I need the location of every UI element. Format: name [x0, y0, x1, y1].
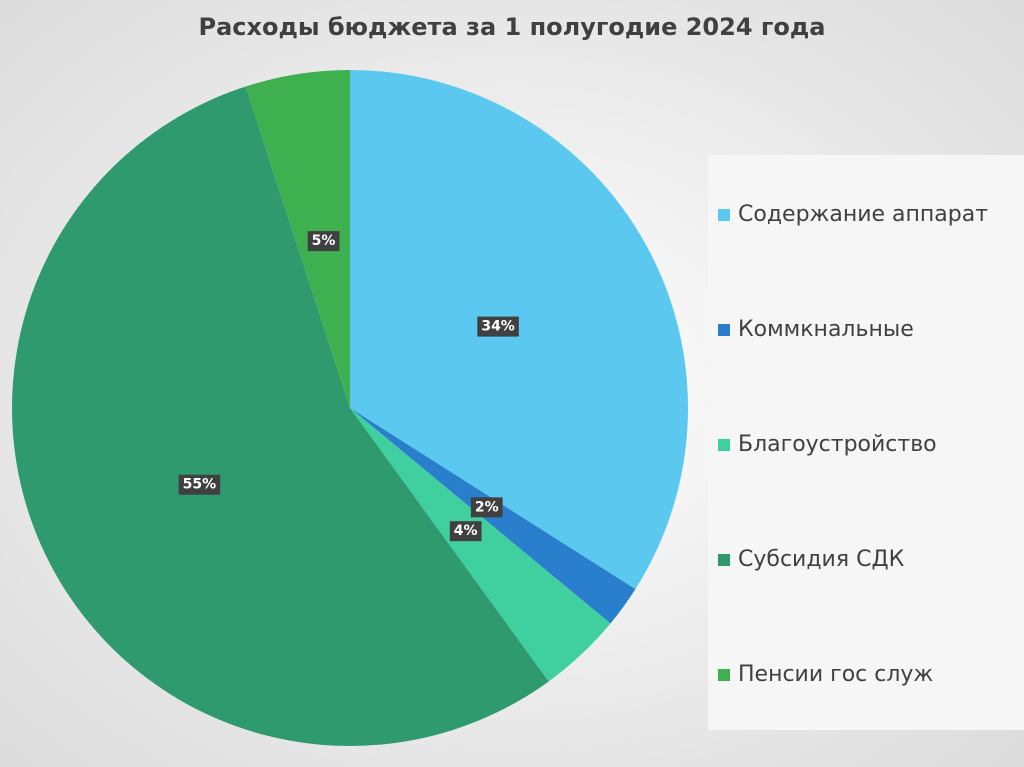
chart-title: Расходы бюджета за 1 полугодие 2024 года — [199, 13, 826, 41]
data-label-bg — [477, 316, 519, 337]
legend-label: Коммкнальные — [738, 317, 914, 342]
data-label: 34% — [481, 319, 515, 335]
legend-swatch — [718, 209, 730, 221]
data-label: 2% — [475, 499, 499, 515]
data-label-bg — [470, 497, 503, 518]
legend-label: Содержание аппарат — [738, 202, 988, 227]
pie-slice — [11, 86, 549, 747]
legend-swatch — [718, 439, 730, 451]
legend-swatch — [718, 324, 730, 336]
pie-slice — [350, 70, 688, 590]
data-label-bg — [449, 521, 482, 542]
data-label: 55% — [183, 477, 217, 493]
data-label: 5% — [312, 233, 336, 249]
data-label-bg — [178, 474, 221, 495]
data-label-bg — [307, 231, 340, 252]
legend-swatch — [718, 669, 730, 681]
legend-label: Благоустройство — [738, 432, 937, 457]
data-label: 4% — [454, 523, 478, 539]
legend-label: Пенсии гос служ — [738, 662, 933, 687]
pie-slice — [350, 408, 611, 682]
legend-swatch — [718, 554, 730, 566]
pie-slice — [245, 70, 350, 408]
legend-label: Субсидия СДК — [738, 547, 905, 572]
legend-box — [708, 155, 1024, 730]
